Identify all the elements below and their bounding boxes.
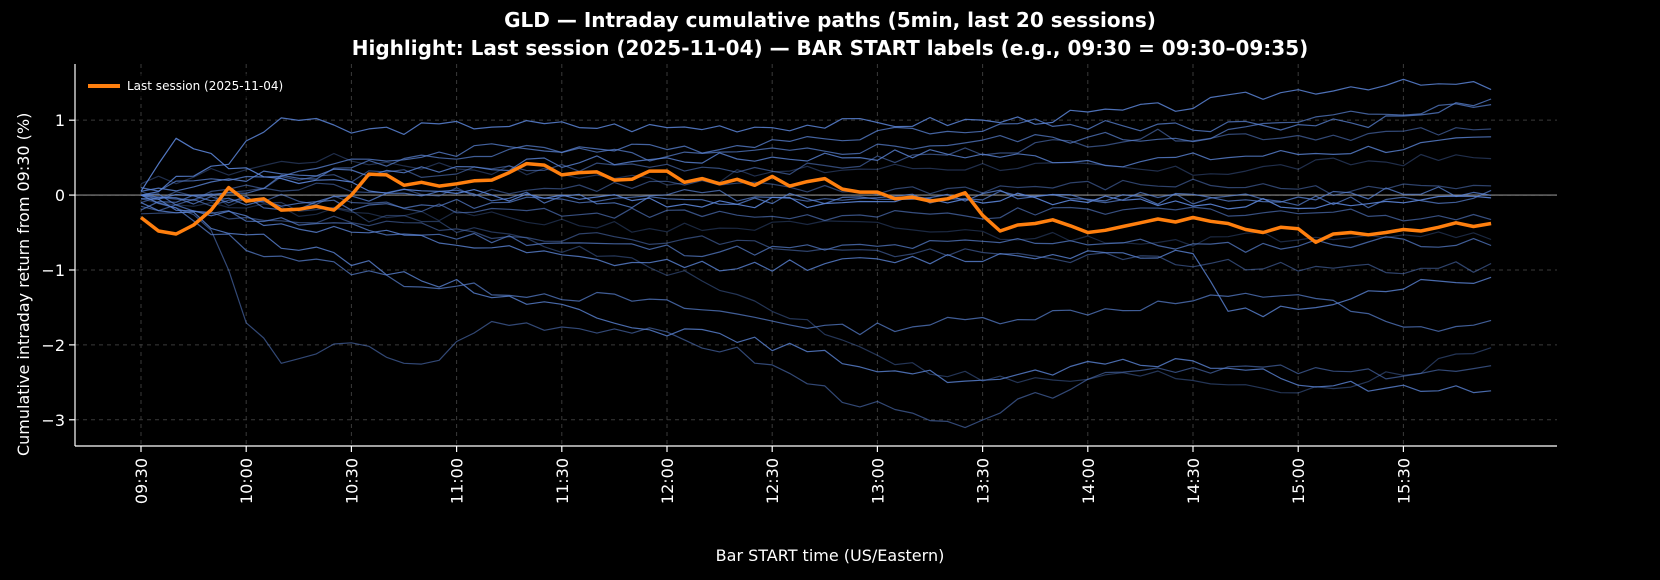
- history-line-session-09: [140, 193, 1492, 258]
- x-tick-label: 11:00: [448, 458, 467, 504]
- chart-title: GLD — Intraday cumulative paths (5min, l…: [504, 8, 1156, 32]
- y-tick-label: −1: [41, 261, 65, 280]
- history-line-session-17: [140, 210, 1492, 275]
- y-tick-label: −3: [41, 411, 65, 430]
- history-line-session-19: [140, 198, 1492, 247]
- history-line-session-07: [140, 186, 1492, 209]
- history-line-session-16: [140, 137, 1492, 210]
- highlight-line-last-session: [139, 161, 1492, 245]
- history-line-session-11: [140, 194, 1492, 336]
- x-tick-label: 13:00: [868, 458, 887, 504]
- x-tick-label: 12:00: [658, 458, 677, 504]
- history-line-session-06: [140, 178, 1492, 200]
- history-series-group: [140, 78, 1492, 429]
- history-line-session-10: [140, 198, 1492, 318]
- x-tick-label: 11:30: [553, 458, 572, 504]
- x-tick-label: 15:00: [1289, 458, 1308, 504]
- history-line-session-12: [140, 194, 1492, 429]
- x-tick-label: 14:30: [1184, 458, 1203, 504]
- grid: [75, 64, 1557, 446]
- history-line-session-14: [140, 190, 1492, 394]
- chart-subtitle: Highlight: Last session (2025-11-04) — B…: [351, 36, 1309, 60]
- x-tick-label: 15:30: [1394, 458, 1413, 504]
- x-tick-label: 12:30: [763, 458, 782, 504]
- y-tick-label: 1: [55, 111, 65, 130]
- legend: Last session (2025-11-04): [84, 74, 324, 98]
- y-tick-label: 0: [55, 186, 65, 205]
- history-line-session-03: [140, 103, 1492, 211]
- x-tick-label: 13:30: [974, 458, 993, 504]
- x-tick-label: 09:30: [132, 458, 151, 504]
- history-line-session-15: [140, 152, 1492, 186]
- history-line-session-13: [140, 202, 1492, 394]
- y-axis-label: Cumulative intraday return from 09:30 (%…: [14, 112, 33, 456]
- history-line-session-01: [140, 78, 1492, 196]
- legend-label-highlight: Last session (2025-11-04): [127, 79, 283, 93]
- history-line-session-04: [140, 127, 1492, 204]
- axes: 1 0 −1 −2 −3 09:30 10:00 10:30 11:00 11:30 12:00 12…: [41, 64, 1557, 504]
- history-line-session-08: [140, 193, 1492, 222]
- x-axis-label: Bar START time (US/Eastern): [715, 546, 945, 565]
- x-tick-label: 14:00: [1079, 458, 1098, 504]
- x-tick-label: 10:30: [342, 458, 361, 504]
- history-line-session-02: [140, 98, 1492, 192]
- history-line-session-18: [140, 189, 1492, 211]
- x-tick-label: 10:00: [237, 458, 256, 504]
- highlight-series-group: [139, 161, 1492, 245]
- y-tick-label: −2: [41, 336, 65, 355]
